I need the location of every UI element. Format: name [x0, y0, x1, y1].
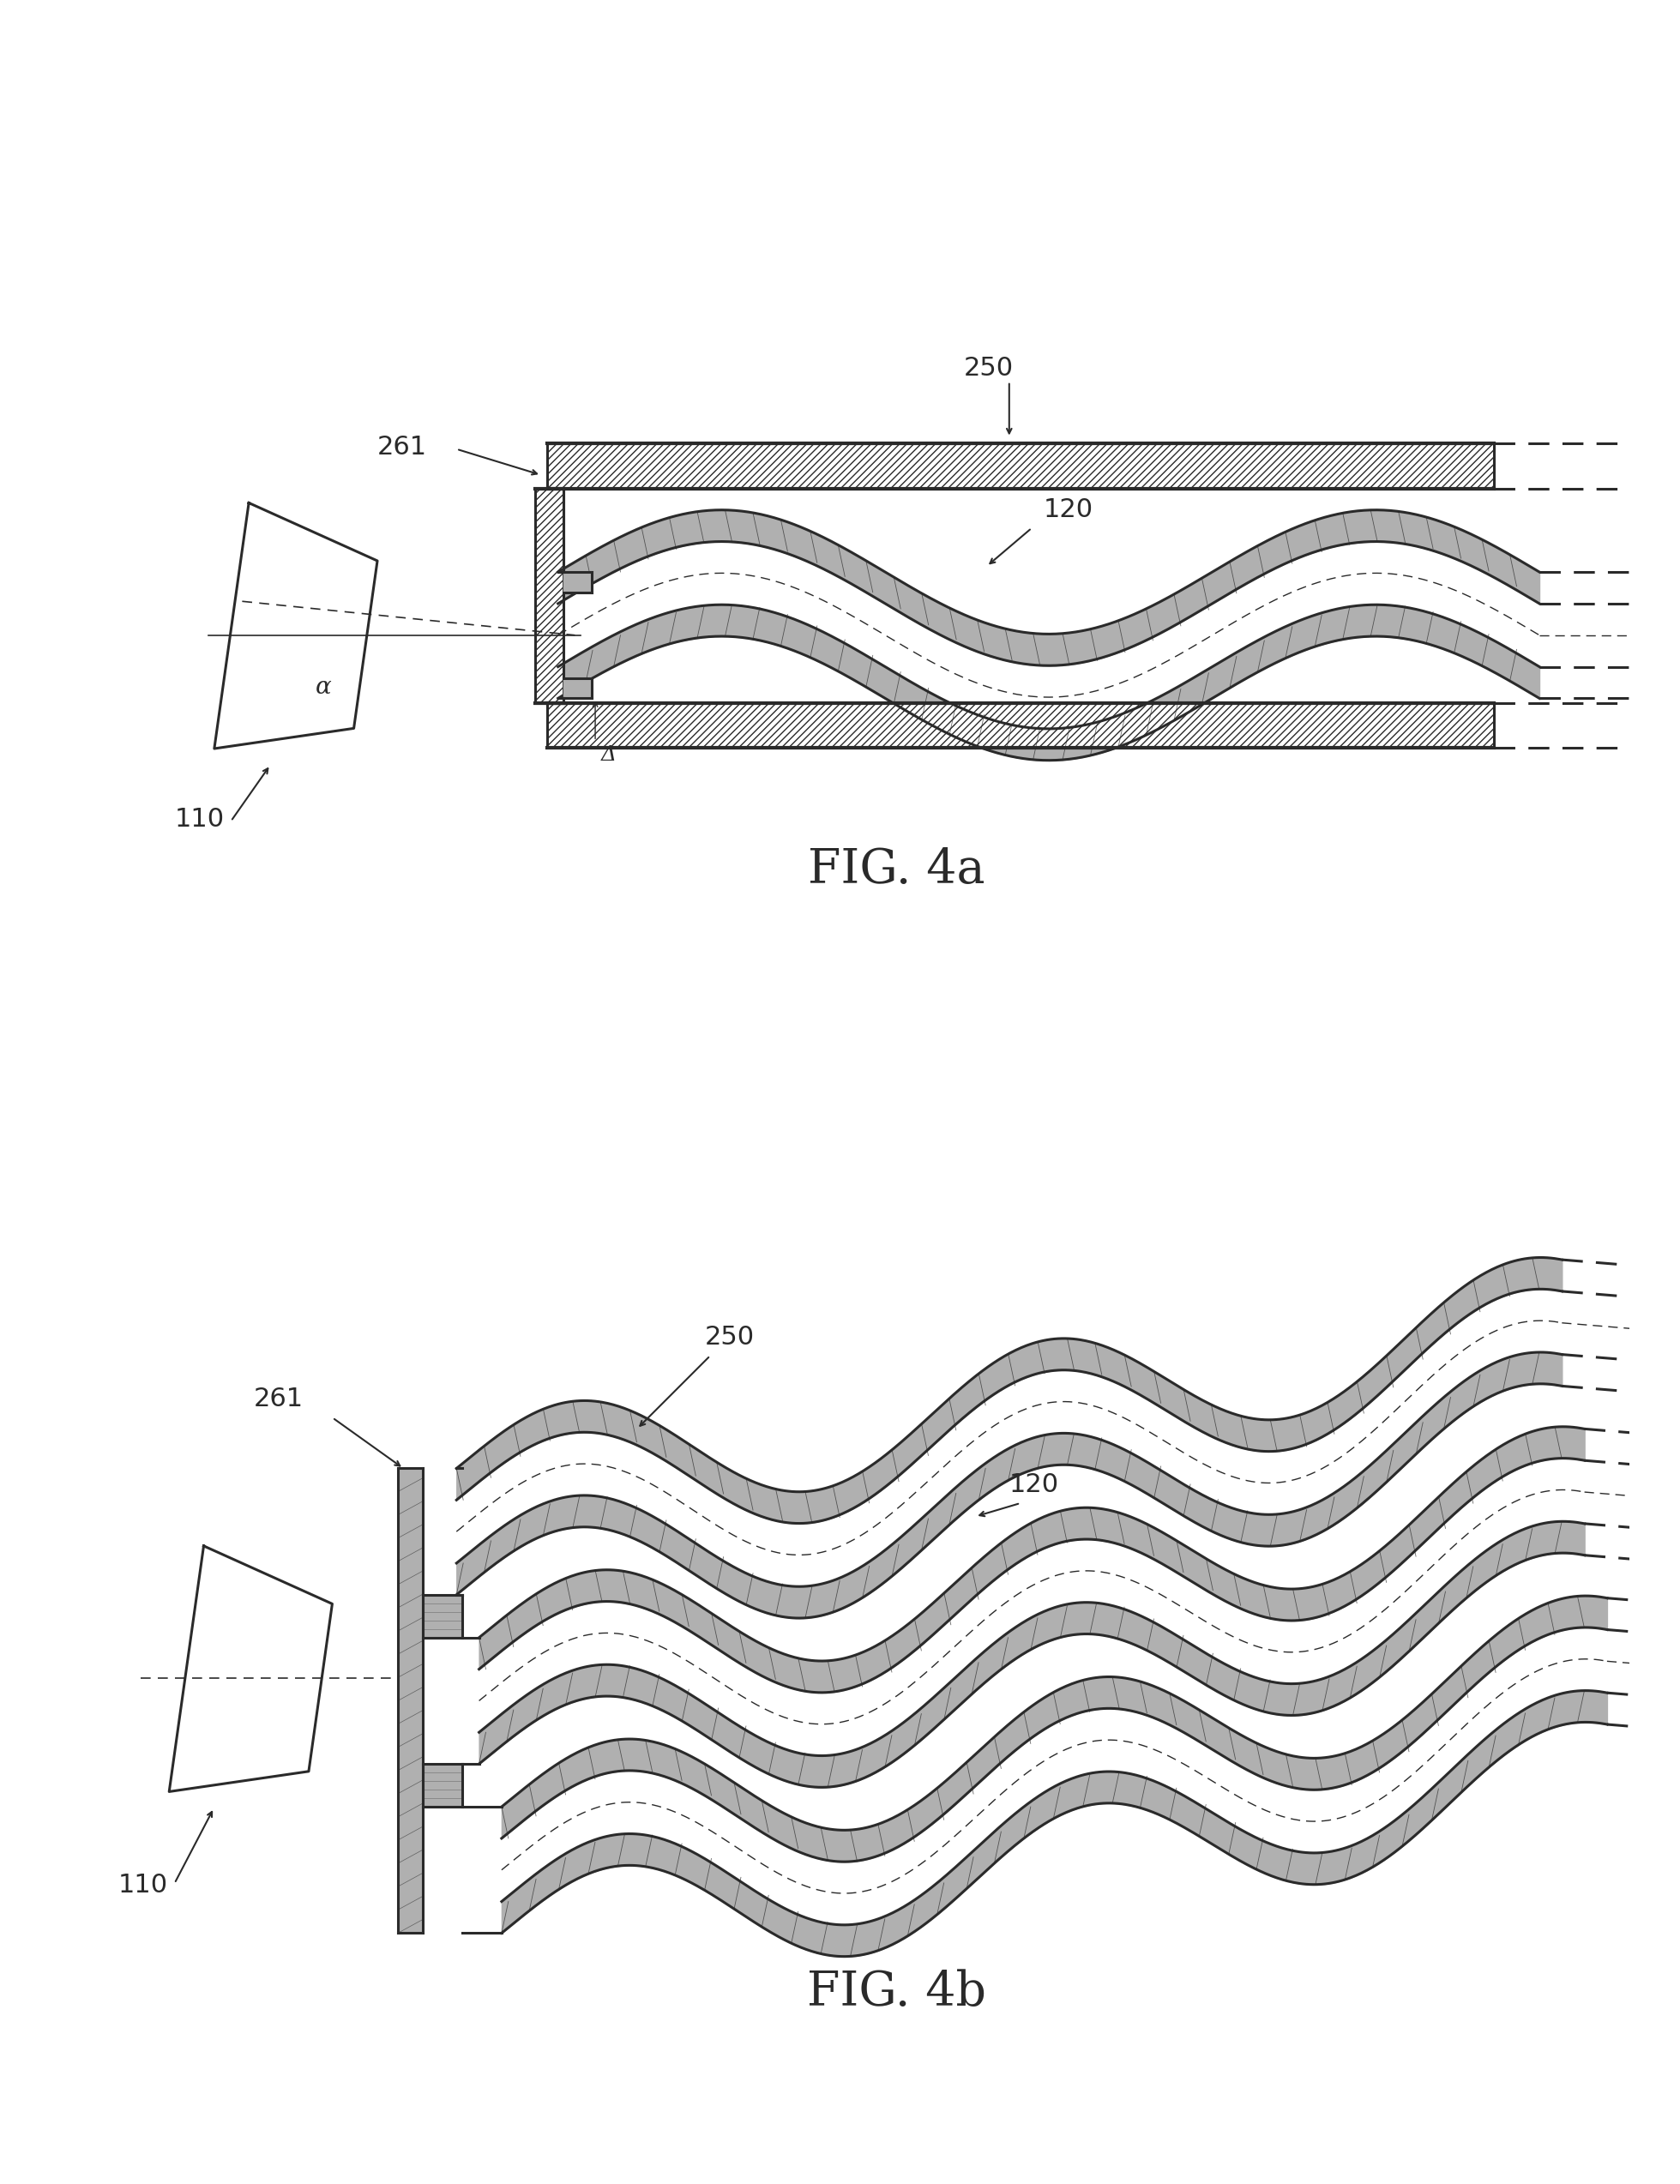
Text: α: α: [316, 675, 331, 699]
Text: 110: 110: [175, 808, 225, 832]
Bar: [536, 489, 563, 703]
Bar: [546, 443, 1494, 489]
Text: FIG. 4a: FIG. 4a: [808, 847, 984, 893]
Bar: [546, 703, 1494, 747]
Text: FIG. 4b: FIG. 4b: [806, 1968, 986, 2016]
Text: 261: 261: [378, 435, 427, 461]
Text: 261: 261: [254, 1387, 304, 1411]
Text: 120: 120: [1043, 498, 1094, 522]
Text: Δ: Δ: [601, 745, 617, 764]
Text: 110: 110: [118, 1872, 168, 1898]
Text: 120: 120: [1010, 1472, 1058, 1496]
Text: 250: 250: [704, 1326, 754, 1350]
Text: 250: 250: [964, 356, 1015, 380]
